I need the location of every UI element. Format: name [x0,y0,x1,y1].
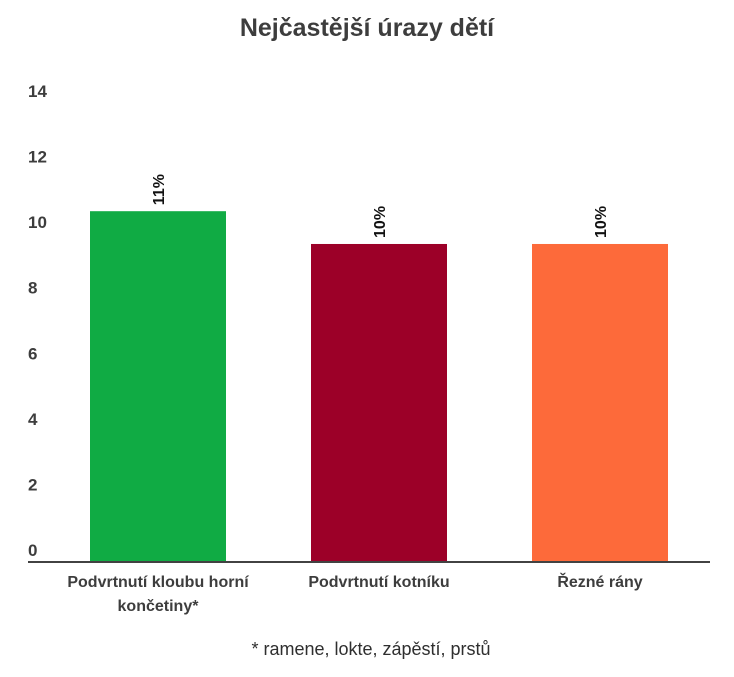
bar-value-label: 11% [151,174,168,205]
x-category-label: končetiny* [118,598,200,615]
bar [311,243,447,562]
bar [532,243,668,562]
chart-footnote: * ramene, lokte, zápěstí, prstů [251,639,491,659]
y-tick-label: 4 [28,410,38,429]
x-category-label: Řezné rány [557,572,642,591]
y-tick-label: 0 [28,541,37,560]
chart-title: Nejčastější úrazy dětí [239,14,495,42]
bar-value-label: 10% [372,206,389,238]
y-tick-label: 10 [28,213,47,232]
x-category-label: Podvrtnutí kloubu horní [67,574,249,591]
bar [90,211,226,562]
y-tick-label: 12 [28,148,47,167]
bar-value-label: 10% [593,206,610,238]
x-axis-labels: Podvrtnutí kloubu horní končetiny* Podvrtn… [67,572,642,615]
y-tick-label: 8 [28,279,37,298]
bars [90,211,668,562]
y-tick-label: 6 [28,344,37,363]
y-tick-label: 14 [28,82,47,101]
x-category-label: Podvrtnutí kotníku [308,574,449,591]
y-tick-label: 2 [28,475,37,494]
y-axis-ticks: 0 2 4 6 8 10 12 14 [28,82,47,560]
value-labels: 11% 10% 10% [151,174,610,238]
